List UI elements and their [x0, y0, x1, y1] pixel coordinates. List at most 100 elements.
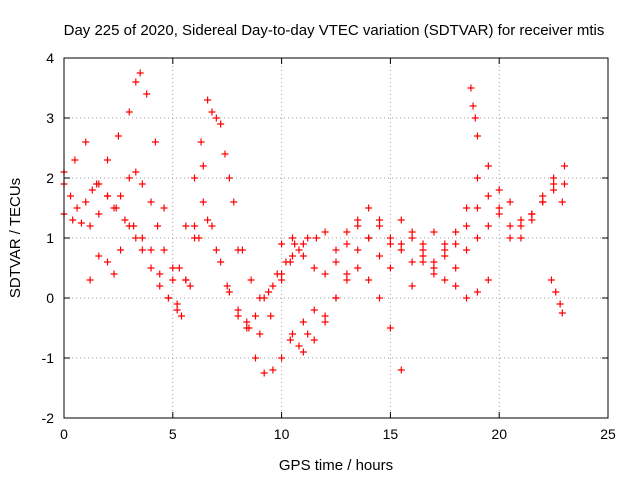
- data-point: [110, 204, 118, 212]
- data-point: [484, 192, 492, 200]
- data-point: [299, 252, 307, 260]
- data-point: [208, 222, 216, 230]
- y-tick-label: -2: [42, 410, 55, 426]
- data-point: [154, 222, 162, 230]
- data-point: [495, 210, 503, 218]
- data-point: [221, 150, 229, 158]
- data-point: [212, 246, 220, 254]
- data-point: [182, 222, 190, 230]
- data-point: [288, 252, 296, 260]
- data-point: [452, 282, 460, 290]
- x-tick-label: 20: [491, 426, 507, 442]
- data-point: [408, 282, 416, 290]
- data-point: [430, 258, 438, 266]
- data-point: [321, 312, 329, 320]
- data-point: [199, 198, 207, 206]
- data-point: [132, 234, 140, 242]
- data-point: [299, 318, 307, 326]
- data-point: [467, 84, 475, 92]
- data-point: [463, 222, 471, 230]
- x-tick-label: 5: [169, 426, 177, 442]
- data-point: [156, 270, 164, 278]
- y-tick-label: -1: [42, 350, 55, 366]
- data-point: [517, 216, 525, 224]
- data-point: [321, 318, 329, 326]
- data-point: [304, 330, 312, 338]
- data-point: [175, 264, 183, 272]
- data-point: [269, 366, 277, 374]
- data-point: [82, 138, 90, 146]
- data-point: [243, 324, 251, 332]
- data-point: [147, 246, 155, 254]
- data-point: [343, 276, 351, 284]
- data-point: [506, 222, 514, 230]
- data-point: [138, 234, 146, 242]
- data-point: [365, 276, 373, 284]
- data-point: [560, 162, 568, 170]
- data-point: [552, 288, 560, 296]
- data-point: [299, 348, 307, 356]
- data-point: [376, 252, 384, 260]
- x-tick-label: 0: [60, 426, 68, 442]
- series-trace-g: [299, 258, 492, 374]
- data-point: [539, 198, 547, 206]
- data-point: [463, 294, 471, 302]
- x-tick-label: 15: [383, 426, 399, 442]
- data-point: [191, 174, 199, 182]
- data-point: [473, 204, 481, 212]
- data-point: [312, 234, 320, 242]
- data-point: [251, 312, 259, 320]
- data-point: [71, 156, 79, 164]
- data-point: [77, 219, 85, 227]
- data-point: [169, 264, 177, 272]
- data-point: [408, 234, 416, 242]
- data-point: [517, 222, 525, 230]
- data-point: [332, 246, 340, 254]
- data-point: [217, 120, 225, 128]
- data-point: [291, 240, 299, 248]
- data-point: [441, 252, 449, 260]
- data-point: [473, 288, 481, 296]
- data-point: [260, 294, 268, 302]
- data-point: [260, 369, 268, 377]
- data-point: [495, 186, 503, 194]
- data-point: [354, 216, 362, 224]
- series-trace-c: [60, 96, 299, 302]
- data-point: [247, 276, 255, 284]
- data-point: [484, 162, 492, 170]
- data-point: [452, 240, 460, 248]
- data-point: [125, 222, 133, 230]
- series-trace-d: [86, 198, 329, 332]
- data-point: [310, 336, 318, 344]
- series-trace-i: [467, 84, 481, 140]
- data-point: [376, 294, 384, 302]
- data-point: [121, 216, 129, 224]
- x-axis-label: GPS time / hours: [279, 457, 393, 474]
- data-point: [267, 312, 275, 320]
- data-point: [332, 294, 340, 302]
- data-point: [419, 240, 427, 248]
- data-point: [88, 186, 96, 194]
- data-point: [452, 264, 460, 272]
- data-point: [156, 282, 164, 290]
- data-point: [230, 198, 238, 206]
- data-point: [73, 204, 81, 212]
- data-point: [95, 180, 103, 188]
- data-point: [225, 288, 233, 296]
- data-point: [397, 216, 405, 224]
- data-point: [136, 69, 144, 77]
- data-point: [288, 330, 296, 338]
- data-point: [173, 300, 181, 308]
- data-point: [473, 132, 481, 140]
- data-point: [558, 198, 566, 206]
- data-point: [430, 270, 438, 278]
- data-point: [386, 234, 394, 242]
- data-point: [67, 192, 75, 200]
- data-point: [397, 366, 405, 374]
- data-point: [86, 222, 94, 230]
- data-point: [82, 198, 90, 206]
- data-point: [558, 309, 566, 317]
- data-point: [160, 204, 168, 212]
- data-point: [332, 258, 340, 266]
- data-point: [95, 210, 103, 218]
